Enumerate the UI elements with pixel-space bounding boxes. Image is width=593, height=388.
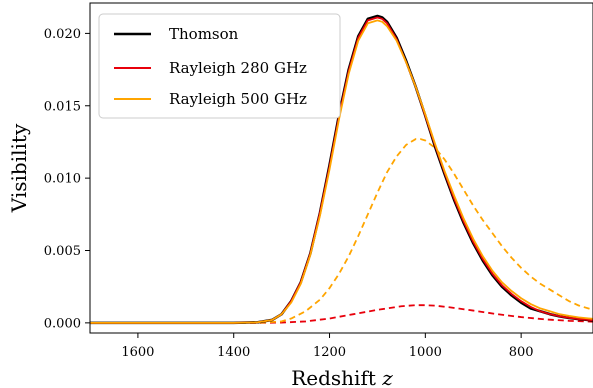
series-line-rayleigh-500-ghz (90, 19, 593, 324)
legend-label-rayleigh-500: Rayleigh 500 GHz (169, 90, 307, 108)
x-axis-label-variable: z (381, 366, 393, 388)
y-tick-label: 0.000 (44, 316, 81, 331)
y-tick-label: 0.010 (44, 172, 81, 187)
series-line-rayleigh-500-ghz-dashed (90, 138, 593, 324)
y-tick-label: 0.015 (44, 99, 81, 114)
legend-label-thomson: Thomson (169, 25, 239, 43)
axis-ticks: 1600 1400 1200 1000 800 0.000 0.005 0.010 0.015 0… (44, 27, 534, 360)
y-tick-label: 0.020 (44, 27, 81, 42)
series-line-rayleigh-280-ghz-dashed (90, 304, 593, 324)
legend-box (98, 13, 341, 119)
series-layer (90, 14, 593, 325)
legend-label-rayleigh-280: Rayleigh 280 GHz (169, 59, 307, 77)
x-tick-label: 1600 (121, 345, 154, 360)
plot-area-frame (89, 2, 593, 334)
y-axis-label: Visibility (7, 123, 31, 213)
y-tick-label: 0.005 (44, 244, 81, 259)
x-axis-label-text: Redshift (291, 366, 376, 388)
x-axis-label: Redshift z (291, 366, 393, 388)
x-tick-label: 1000 (409, 345, 442, 360)
x-tick-label: 1400 (217, 345, 250, 360)
x-tick-label: 1200 (313, 345, 346, 360)
x-tick-label: 800 (509, 345, 534, 360)
legend: Thomson Rayleigh 280 GHz Rayleigh 500 GH… (98, 13, 341, 119)
